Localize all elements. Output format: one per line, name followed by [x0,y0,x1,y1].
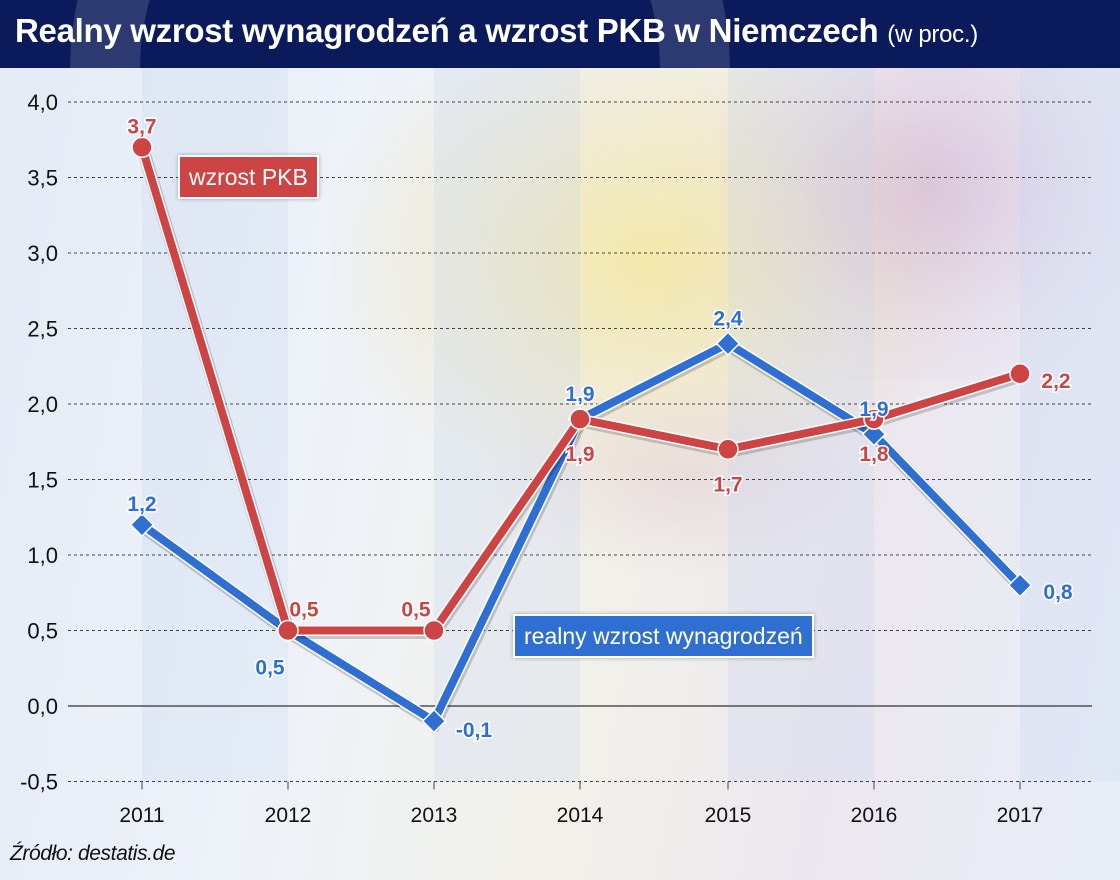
data-point-circle [717,438,739,461]
legend-label-wage: realny wzrost wynagrodzeń [513,614,814,658]
data-point-diamond [129,512,155,538]
x-tick-label: 2016 [851,804,898,827]
data-label: 0,5 [289,599,319,622]
x-tick-label: 2011 [119,804,164,827]
data-label: 1,8 [859,443,889,466]
x-tick-label: 2015 [705,804,752,827]
chart-title-unit: (w proc.) [887,21,978,48]
data-label: 1,9 [565,443,594,466]
data-point-circle [863,408,885,430]
chart-title-text: Realny wzrost wynagrodzeń a wzrost PKB w… [15,12,879,49]
data-label: 1,2 [127,493,156,516]
data-point-diamond [715,331,741,356]
y-tick-label: 3,5 [27,166,58,191]
chart-header: Realny wzrost wynagrodzeń a wzrost PKB w… [0,0,1120,68]
column-band [1020,68,1120,782]
data-point-circle [569,408,591,430]
chart-title: Realny wzrost wynagrodzeń a wzrost PKB w… [15,12,978,50]
x-tick-label: 2012 [265,804,312,827]
y-tick-label: -0,5 [20,770,58,795]
background-banknote-glow [720,60,1120,380]
data-point-circle [423,619,445,642]
data-label: 1,9 [859,398,888,421]
x-tick-label: 2014 [557,804,604,827]
data-point-diamond [1007,572,1033,598]
data-point-circle [131,136,153,159]
data-label: 0,5 [255,657,285,680]
data-label: 1,7 [713,473,742,496]
y-tick-label: 1,5 [27,468,58,493]
y-tick-label: 3,0 [27,241,58,266]
legend-label-pkb: wzrost PKB [178,155,319,199]
y-tick-label: 4,0 [27,90,58,115]
y-tick-label: 0,5 [27,619,58,644]
data-point-circle [277,619,299,642]
data-label: 1,9 [565,383,594,406]
data-label: -0,1 [456,719,493,742]
x-tick-label: 2013 [411,804,458,827]
y-tick-label: 2,5 [27,317,58,342]
y-tick-label: 2,0 [27,392,58,417]
data-label: 0,8 [1043,581,1073,604]
data-point-diamond [421,708,447,734]
y-tick-label: 0,0 [27,694,58,719]
data-label: 0,5 [401,599,431,622]
y-tick-label: 1,0 [27,543,58,568]
data-label: 2,4 [713,308,743,331]
data-point-circle [1009,363,1031,385]
data-point-diamond [861,421,887,447]
data-label: 2,2 [1041,370,1070,393]
series-pkb [131,136,1031,642]
data-label: 3,7 [127,115,156,138]
x-tick-label: 2017 [997,804,1044,827]
source-note: Źródło: destatis.de [10,842,176,865]
